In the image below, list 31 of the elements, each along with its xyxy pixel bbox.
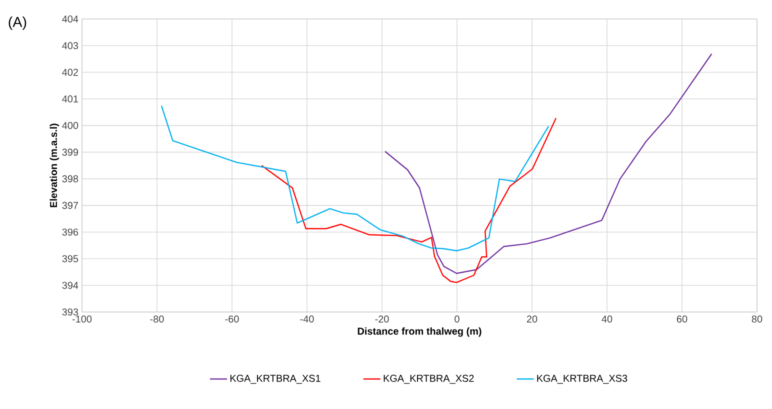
y-tick-label: 399 bbox=[62, 148, 78, 156]
y-tick-label: 397 bbox=[62, 202, 78, 209]
y-tick-label: 398 bbox=[62, 175, 78, 182]
x-tick-label: -100 bbox=[72, 316, 92, 323]
y-tick-label: 404 bbox=[62, 15, 78, 23]
legend-label: KGA_KRTBRA_XS3 bbox=[537, 374, 628, 384]
line-series bbox=[261, 117, 557, 284]
y-tick-label: 401 bbox=[62, 95, 78, 102]
y-tick-label: 402 bbox=[62, 68, 78, 76]
x-tick-label: 80 bbox=[752, 316, 762, 323]
x-tick-label: 40 bbox=[602, 316, 612, 323]
x-tick-label: -80 bbox=[150, 316, 164, 323]
y-tick-label: 393 bbox=[62, 308, 78, 316]
legend-label: KGA_KRTBRA_XS1 bbox=[230, 374, 320, 384]
x-tick-label: 20 bbox=[526, 316, 538, 323]
y-tick-label: 394 bbox=[62, 282, 78, 289]
line-series bbox=[384, 53, 712, 274]
x-axis-title: Distance from thalweg (m) bbox=[358, 327, 482, 337]
y-tick-label: 400 bbox=[62, 122, 78, 130]
line-series bbox=[160, 105, 550, 252]
x-tick-label: -60 bbox=[225, 316, 239, 323]
y-axis-title: Elevation (m.a.s.l) bbox=[50, 124, 60, 208]
x-tick-label: -40 bbox=[300, 316, 314, 323]
chart-title: (A) bbox=[8, 16, 26, 30]
y-tick-label: 403 bbox=[62, 42, 78, 50]
legend-label: KGA_KRTBRA_XS2 bbox=[384, 374, 474, 384]
x-tick-label: 0 bbox=[454, 316, 460, 323]
x-tick-label: -20 bbox=[375, 316, 389, 323]
y-tick-label: 395 bbox=[62, 255, 78, 262]
y-tick-label: 396 bbox=[62, 228, 78, 236]
x-tick-label: 60 bbox=[676, 316, 688, 323]
